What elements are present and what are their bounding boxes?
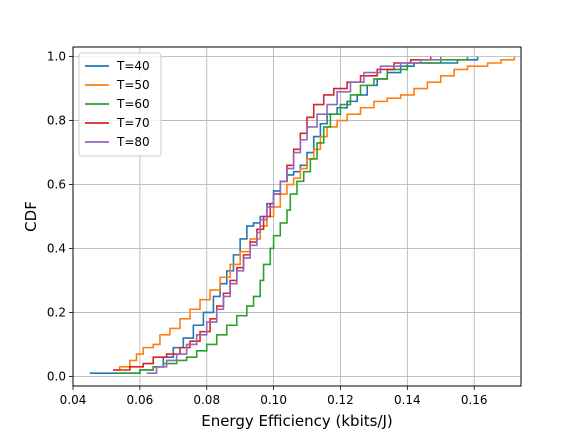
x-tick-label: 0.04 xyxy=(60,393,87,407)
y-axis-title: CDF xyxy=(22,201,40,232)
x-tick-label: 0.14 xyxy=(394,393,421,407)
y-tick-label: 1.0 xyxy=(47,50,66,64)
x-tick-label: 0.16 xyxy=(461,393,488,407)
axis-ticks: 0.04 0.06 0.08 0.10 0.12 0.14 0.16 0.0 0.2 0.4 0.6… xyxy=(47,50,488,407)
legend-label: T=50 xyxy=(116,78,150,92)
series-line-t-80 xyxy=(146,56,442,375)
x-tick-label: 0.08 xyxy=(193,393,220,407)
y-tick-label: 0.8 xyxy=(47,114,66,128)
x-tick-label: 0.06 xyxy=(127,393,154,407)
y-tick-label: 0.2 xyxy=(47,305,66,319)
legend-label: T=60 xyxy=(116,97,150,111)
legend-box xyxy=(78,52,162,157)
legend-label: T=80 xyxy=(116,135,150,149)
legend-label: T=70 xyxy=(116,116,150,130)
x-tick-label: 0.12 xyxy=(327,393,354,407)
plot-area-frame xyxy=(72,46,522,387)
x-tick-label: 0.10 xyxy=(260,393,287,407)
legend: T=40 T=50 T=60 T=70 T=80 xyxy=(78,52,162,157)
y-tick-label: 0.6 xyxy=(47,178,66,192)
legend-label: T=40 xyxy=(116,59,150,73)
series-lines xyxy=(89,56,516,375)
series-line-t-60 xyxy=(116,56,469,375)
y-tick-label: 0.0 xyxy=(47,369,66,383)
y-tick-label: 0.4 xyxy=(47,241,66,255)
x-axis-title: Energy Efficiency (kbits/J) xyxy=(201,412,393,430)
series-line-t-50 xyxy=(113,56,516,371)
